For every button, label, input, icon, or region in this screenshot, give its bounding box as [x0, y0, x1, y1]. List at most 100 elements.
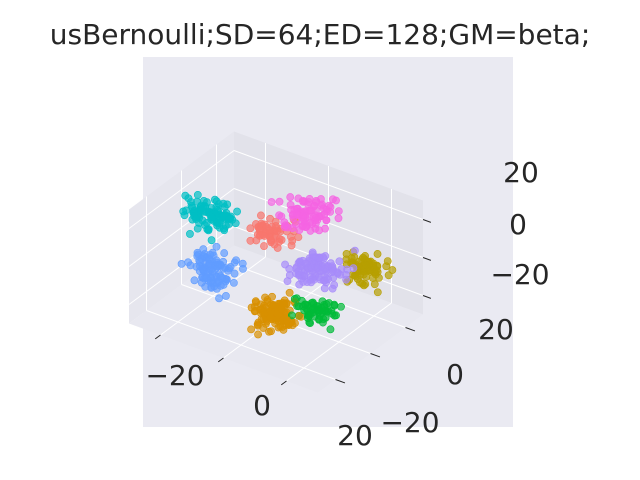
scatter-point	[230, 269, 239, 278]
scatter-point	[373, 250, 382, 258]
scatter-point	[219, 264, 228, 273]
scatter-point	[177, 260, 186, 268]
scatter-point	[334, 214, 343, 223]
scatter-point	[267, 198, 276, 206]
scatter-point	[229, 278, 238, 287]
scatter-point	[320, 284, 329, 293]
scatter-point	[315, 306, 324, 315]
x-tick-mark	[280, 380, 287, 386]
y-tick-label: 0	[446, 358, 464, 391]
scatter-point	[233, 207, 241, 216]
scatter-point	[275, 197, 284, 206]
scatter-point	[382, 262, 391, 271]
scatter-point	[260, 242, 268, 250]
scatter-point	[259, 315, 268, 324]
scatter-point	[220, 203, 229, 211]
scatter-point	[298, 222, 307, 231]
y-tick-label: 20	[478, 313, 514, 346]
scatter-point	[314, 273, 323, 281]
x-tick-label: −20	[145, 359, 204, 392]
scatter-point	[259, 308, 267, 317]
scatter-point	[220, 249, 229, 257]
scatter-point	[216, 281, 225, 290]
scatter-point	[257, 211, 265, 220]
scatter-point	[349, 264, 358, 273]
scatter-point	[278, 323, 287, 331]
scatter-point	[267, 327, 275, 336]
scatter-point	[311, 214, 320, 222]
scatter-point	[247, 325, 256, 334]
scatter-point	[324, 275, 333, 284]
scatter-point	[384, 271, 393, 280]
scatter-point	[288, 311, 296, 320]
scatter-point	[351, 272, 360, 281]
scatter-point	[360, 267, 369, 276]
y-tick-mark	[405, 327, 416, 332]
scatter-point	[299, 277, 308, 286]
scatter-point	[307, 263, 316, 272]
scatter-point	[204, 225, 213, 234]
scatter-point	[215, 294, 223, 303]
scatter-point	[225, 220, 233, 228]
scatter-point	[215, 219, 224, 228]
scatter-point	[318, 200, 326, 209]
scatter-point	[294, 233, 303, 242]
scatter-point	[361, 260, 370, 269]
scatter-point	[192, 215, 200, 223]
scatter-point	[330, 300, 339, 309]
scatter-point	[293, 210, 301, 219]
scatter-point	[322, 216, 331, 225]
scatter-point	[208, 267, 217, 276]
y-tick-label: −20	[380, 406, 439, 439]
scatter-point	[180, 211, 189, 220]
scatter-point	[295, 271, 304, 279]
scatter-point	[267, 236, 275, 245]
tick-marks	[154, 219, 432, 386]
scatter-point	[239, 264, 247, 273]
scatter-point	[254, 321, 262, 330]
grid-line	[128, 150, 235, 229]
y-tick-mark	[370, 353, 381, 358]
scatter-point	[273, 244, 282, 252]
scatter-point	[186, 230, 194, 238]
scatter-point	[388, 266, 397, 274]
x-tick-mark	[154, 334, 161, 340]
z-tick-label: −20	[490, 258, 549, 291]
scatter-point	[193, 224, 202, 233]
scatter-point	[197, 205, 205, 214]
scatter-point	[254, 330, 262, 339]
scatter-point	[286, 193, 295, 201]
scatter-point	[335, 257, 344, 266]
scatter-point	[246, 224, 255, 233]
scatter-point	[187, 198, 195, 206]
scatter-point	[190, 276, 199, 285]
scatter-point	[193, 190, 202, 199]
x-tick-label: 0	[253, 389, 271, 422]
scatter-point	[226, 263, 235, 271]
scatter-point	[370, 280, 379, 289]
scatter-point	[295, 312, 304, 320]
scatter-point	[332, 311, 340, 320]
x-tick-mark	[217, 357, 224, 363]
z-tick-mark	[422, 295, 432, 299]
scatter-point	[212, 242, 221, 251]
scatter-point	[218, 274, 226, 282]
scatter-point	[266, 313, 275, 322]
scatter-point	[291, 319, 299, 328]
scatter-point	[263, 298, 272, 306]
scatter-point	[252, 236, 261, 245]
scatter-point	[330, 281, 339, 289]
scatter-point	[269, 301, 278, 309]
scatter-point	[315, 226, 324, 235]
scatter-point	[373, 288, 382, 297]
scatter-point	[333, 268, 342, 277]
scatter-point	[283, 316, 291, 324]
scatter-point	[186, 261, 195, 270]
z-tick-mark	[422, 257, 432, 261]
scatter-point	[268, 292, 276, 301]
y-tick-mark	[335, 379, 346, 384]
grid-line	[216, 258, 406, 328]
scatter-point	[321, 264, 329, 273]
scatter-point	[332, 196, 340, 205]
